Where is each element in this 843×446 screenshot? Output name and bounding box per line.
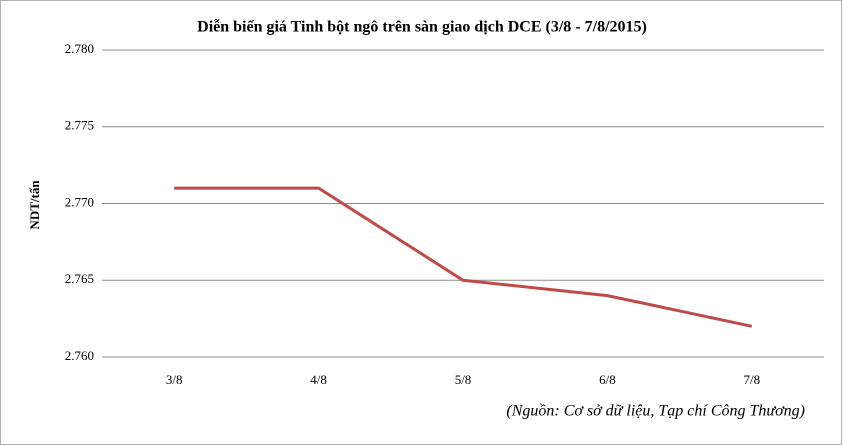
- data-line: [174, 186, 753, 328]
- y-axis-label: NDT/tấn: [27, 180, 42, 230]
- x-tick-label: 5/8: [455, 372, 472, 387]
- x-tick-label: 3/8: [166, 372, 183, 387]
- x-tick-label: 4/8: [310, 372, 327, 387]
- x-tick-label: 6/8: [599, 372, 616, 387]
- y-tick-label: 2.760: [65, 348, 94, 363]
- y-tick-label: 2.775: [65, 118, 94, 133]
- y-tick-label: 2.780: [65, 41, 94, 56]
- chart-title: Diễn biến giá Tinh bột ngô trên sàn giao…: [197, 19, 647, 36]
- source-note: (Nguồn: Cơ sở dữ liệu, Tạp chí Công Thươ…: [506, 403, 805, 420]
- x-tick-label: 7/8: [743, 372, 760, 387]
- y-tick-label: 2.765: [65, 271, 94, 286]
- y-tick-label: 2.770: [65, 194, 94, 209]
